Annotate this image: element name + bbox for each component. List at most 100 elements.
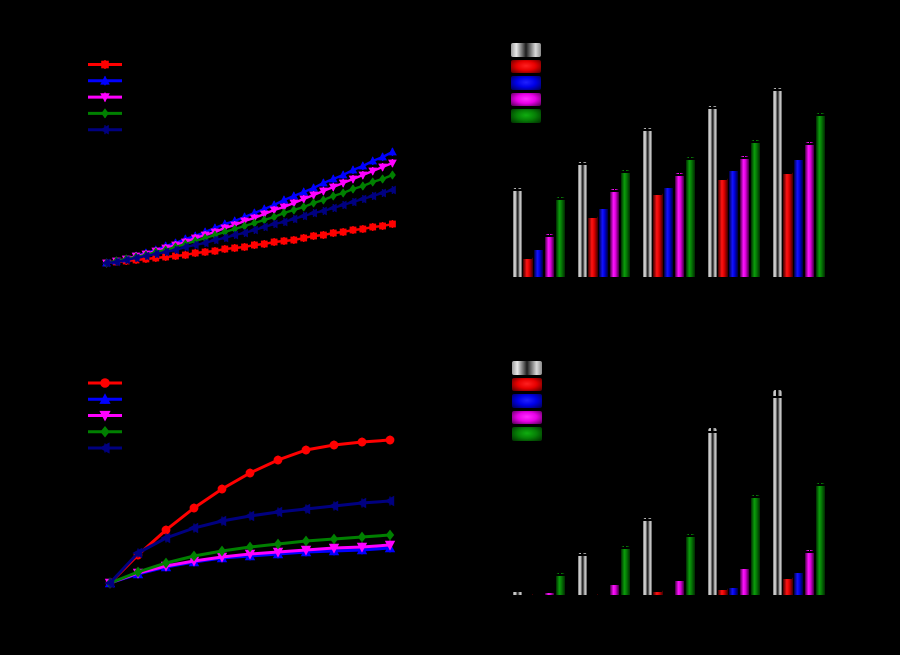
bottom-right-errorbar-blue-group2 — [599, 592, 609, 595]
bottom-left-marker-navy-left-triangles-1 — [132, 547, 143, 559]
top-left-marker-magenta-down-triangles-22 — [319, 187, 328, 196]
errorbar-stem — [548, 231, 551, 237]
top-left-marker-blue-up-triangles-17 — [269, 200, 279, 209]
bottom-left-legend-marker-green-diamonds — [100, 425, 110, 438]
bottom-right-legend-swatch-blue — [512, 394, 542, 408]
bottom-left-marker-green-diamonds-9 — [357, 531, 367, 543]
bottom-right-errorbar-gray-group1 — [512, 588, 522, 592]
errorbar-stem — [743, 153, 746, 159]
errorbar-stem — [689, 531, 692, 537]
top-left-marker-green-diamonds-13 — [231, 224, 239, 234]
top-left-marker-magenta-down-triangles-18 — [279, 203, 289, 212]
bottom-left-marker-magenta-down-triangles-7 — [300, 545, 312, 556]
top-right-bar-green-group1 — [555, 197, 565, 277]
top-left-marker-navy-left-triangles-19 — [289, 214, 298, 224]
top-right-bar-magenta-group3 — [674, 173, 685, 277]
top-left-marker-blue-up-triangles-26 — [358, 161, 368, 170]
top-left-marker-red-squares-11 — [211, 247, 219, 255]
errorbar-stem — [819, 480, 822, 486]
top-left-marker-green-diamonds-26 — [359, 181, 367, 191]
top-left-marker-red-squares-21 — [310, 232, 317, 240]
errorbar-cap-bottom — [783, 577, 793, 579]
bottom-right-bar-gray-group1 — [512, 590, 522, 595]
top-left-marker-navy-left-triangles-6 — [160, 247, 170, 257]
top-right-bar-magenta-group4 — [739, 156, 750, 277]
bottom-left-marker-magenta-down-triangles-3 — [188, 556, 200, 567]
errorbar-cap-bottom — [707, 431, 717, 433]
bottom-left-marker-red-circles-6 — [273, 455, 283, 465]
top-right-errorbar-green-group1 — [555, 194, 565, 200]
top-right-bar-green-group2 — [620, 170, 630, 277]
top-left-marker-navy-left-triangles-10 — [200, 238, 209, 248]
errorbar-cap-bottom — [685, 534, 695, 537]
top-left-marker-magenta-down-triangles-20 — [299, 195, 309, 204]
bottom-left-marker-magenta-down-triangles-8 — [328, 543, 340, 554]
top-left-marker-navy-left-triangles-16 — [259, 222, 268, 232]
bottom-left-legend-marker-navy-left-triangles — [99, 442, 110, 454]
errorbar-cap-bottom — [750, 496, 760, 498]
errorbar-cap-bottom — [555, 197, 565, 200]
bottom-left-marker-navy-left-triangles-10 — [384, 495, 395, 507]
top-left-marker-magenta-down-triangles-29 — [388, 159, 397, 168]
top-left-marker-navy-left-triangles-1 — [111, 257, 120, 267]
top-right-errorbar-blue-group2 — [599, 205, 609, 209]
top-left-marker-red-squares-29 — [389, 220, 396, 228]
top-left-marker-blue-up-triangles-19 — [289, 191, 299, 200]
top-right-errorbar-green-group2 — [620, 167, 630, 173]
bottom-left-legend-marker-blue-up-triangles — [99, 393, 111, 404]
errorbar-cap-bottom — [750, 140, 760, 143]
top-left-marker-navy-left-triangles-13 — [229, 230, 239, 240]
top-left-marker-green-diamonds-21 — [310, 198, 317, 208]
top-right-bar-blue-group4 — [729, 169, 739, 277]
errorbar-cap-bottom — [664, 592, 674, 595]
errorbar-cap-bottom — [523, 594, 533, 596]
top-left-marker-magenta-down-triangles-17 — [269, 206, 279, 215]
bottom-right-errorbar-magenta-group1 — [545, 589, 555, 593]
bottom-right-bar-red-group3 — [653, 590, 663, 595]
top-left-marker-blue-up-triangles-18 — [279, 195, 289, 204]
top-left-marker-blue-up-triangles-23 — [328, 174, 338, 183]
top-left-marker-red-squares-25 — [349, 226, 357, 234]
top-left-marker-green-diamonds-29 — [389, 170, 396, 180]
top-left-marker-magenta-down-triangles-25 — [348, 175, 358, 184]
errorbar-cap-bottom — [740, 567, 750, 569]
top-left-marker-navy-left-triangles-25 — [348, 197, 357, 207]
errorbar-stem — [776, 85, 779, 91]
top-left-marker-navy-left-triangles-12 — [220, 233, 229, 243]
errorbar-stem — [689, 154, 692, 160]
top-left-marker-green-diamonds-24 — [339, 188, 347, 198]
top-left-marker-navy-left-triangles-23 — [328, 203, 337, 213]
bottom-left-marker-green-diamonds-6 — [273, 538, 283, 550]
bottom-right-bar-red-group4 — [718, 588, 728, 595]
top-left-marker-navy-left-triangles-7 — [170, 245, 179, 255]
bottom-left-marker-navy-left-triangles-2 — [160, 532, 171, 544]
bottom-left-marker-red-circles-2 — [161, 525, 171, 535]
top-left-marker-red-squares-17 — [270, 238, 278, 246]
top-left-marker-navy-left-triangles-27 — [367, 191, 377, 201]
top-left-marker-magenta-down-triangles-27 — [368, 167, 378, 176]
bottom-right-bar-blue-group5 — [794, 571, 804, 595]
top-left-marker-blue-up-triangles-24 — [338, 170, 348, 179]
bottom-left-marker-magenta-down-triangles-6 — [272, 547, 284, 558]
bottom-right-errorbar-gray-group5 — [772, 382, 782, 398]
top-left-marker-red-squares-12 — [221, 245, 229, 253]
errorbar-cap-bottom — [620, 546, 630, 549]
top-left-marker-red-squares-20 — [300, 234, 308, 242]
top-right-bar-blue-group5 — [794, 158, 804, 277]
bottom-right-errorbar-blue-group1 — [534, 592, 544, 596]
bottom-right-bar-magenta-group3 — [674, 579, 685, 595]
bottom-right-errorbar-red-group1 — [523, 592, 533, 596]
top-right-errorbar-green-group3 — [685, 154, 695, 160]
errorbar-stem — [613, 581, 616, 585]
top-right-bar-magenta-group5 — [804, 142, 815, 277]
bottom-left-marker-navy-left-triangles-7 — [300, 503, 311, 515]
top-left-series-navy-left-triangles — [101, 185, 396, 268]
top-left-marker-blue-up-triangles-16 — [259, 204, 269, 213]
errorbar-cap-bottom — [815, 484, 825, 486]
top-right-errorbar-gray-group3 — [642, 125, 652, 131]
errorbar-stem — [787, 170, 789, 174]
bottom-right-errorbar-gray-group3 — [642, 515, 652, 521]
top-left-marker-navy-left-triangles-3 — [131, 253, 140, 263]
bottom-right-bar-green-group2 — [620, 546, 630, 595]
